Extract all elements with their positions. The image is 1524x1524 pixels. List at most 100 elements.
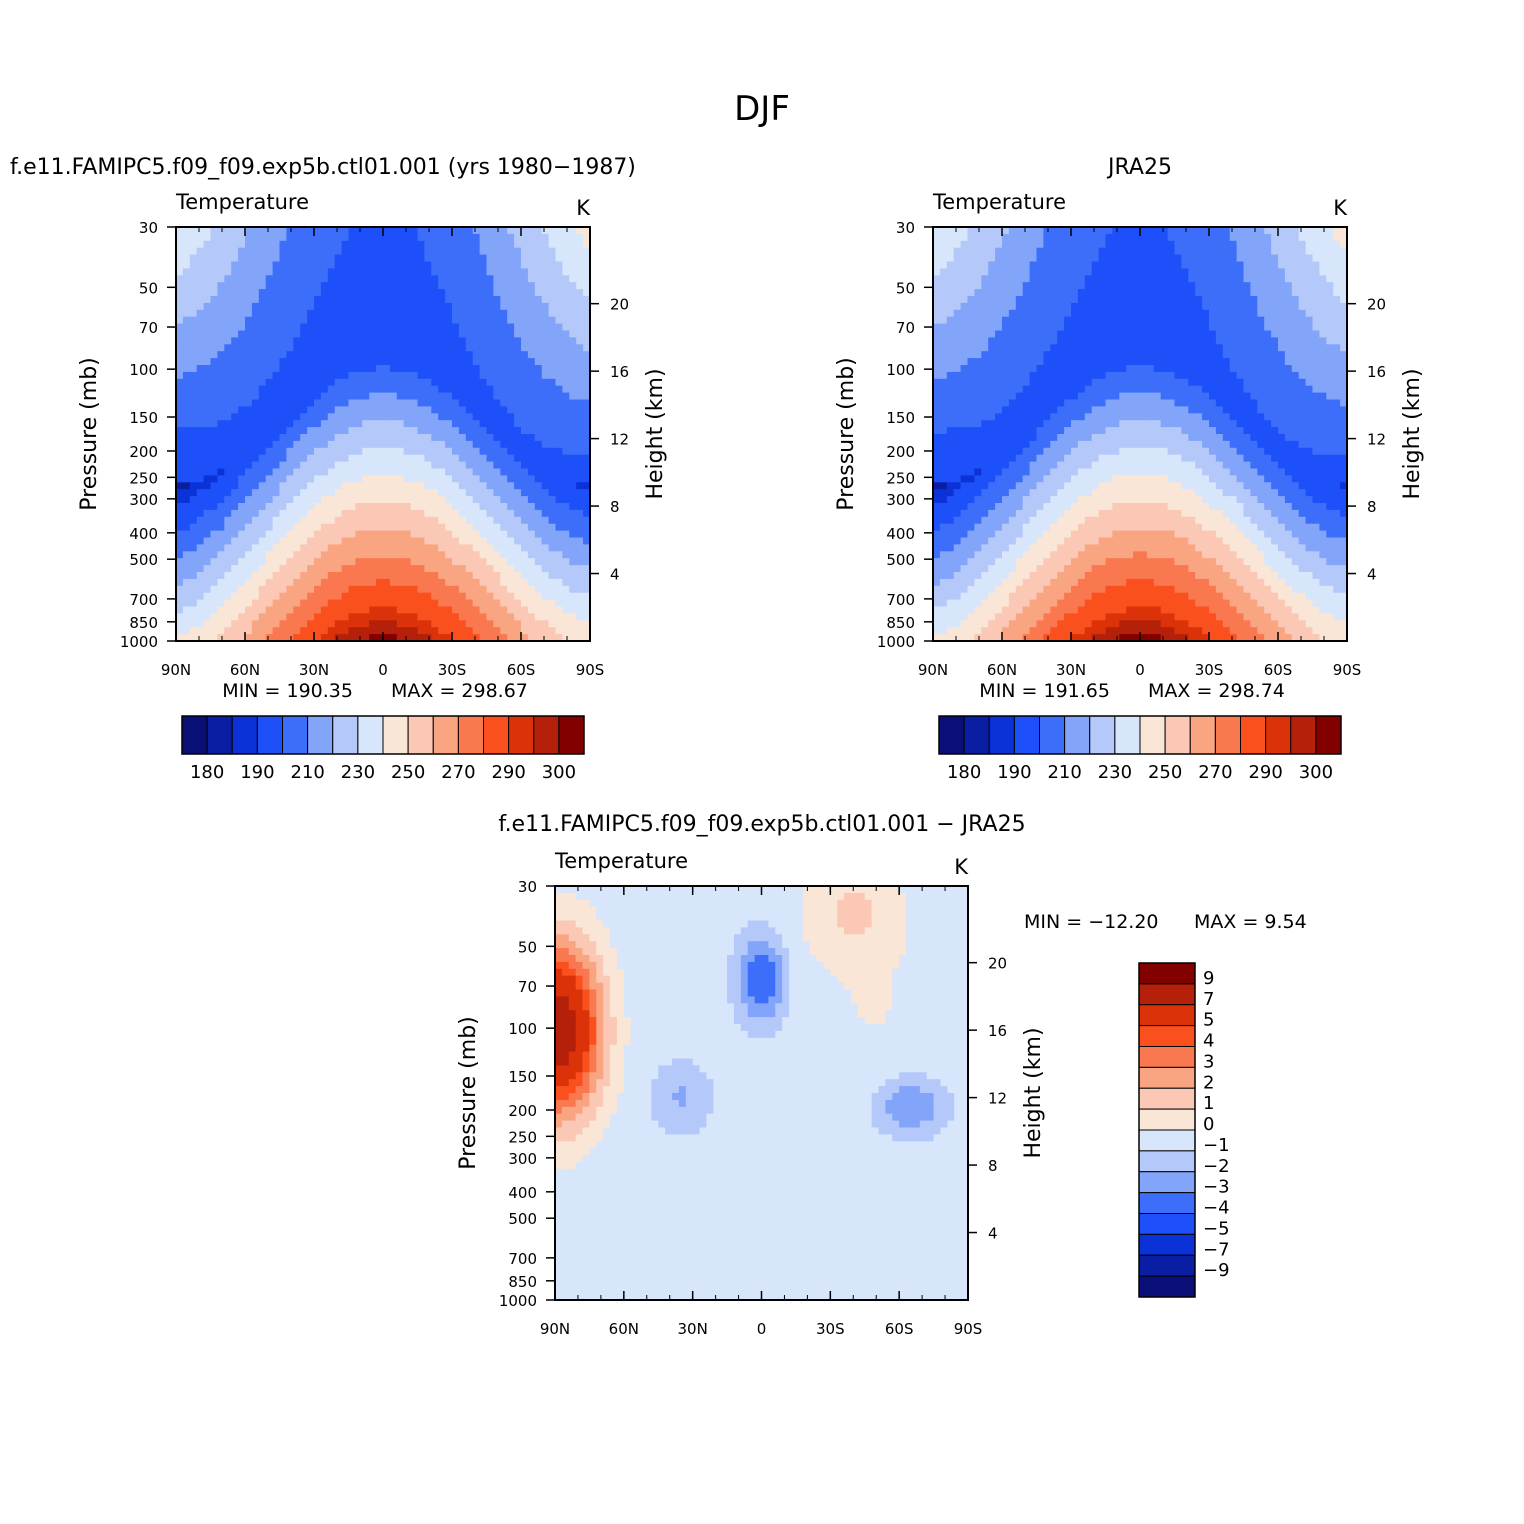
field-cell — [314, 489, 322, 497]
field-cell — [182, 309, 191, 318]
field-cell — [224, 592, 232, 601]
field-cell — [1209, 344, 1217, 352]
field-cell — [176, 585, 184, 594]
field-cell — [431, 330, 439, 338]
field-cell — [348, 482, 356, 490]
field-cell — [293, 268, 301, 276]
field-cell — [334, 544, 343, 552]
field-cell — [424, 516, 432, 525]
field-cell — [534, 613, 543, 621]
field-cell — [479, 613, 488, 621]
field-cell — [210, 392, 218, 401]
field-cell — [1015, 344, 1024, 352]
field-cell — [1284, 282, 1293, 290]
field-cell — [465, 233, 474, 242]
field-cell — [348, 282, 356, 290]
field-cell — [458, 530, 467, 539]
field-cell — [1243, 365, 1251, 373]
field-cell — [1243, 275, 1251, 283]
field-cell — [286, 378, 294, 387]
field-cell — [1050, 323, 1058, 332]
field-cell — [314, 599, 322, 608]
field-cell — [1126, 296, 1134, 304]
field-cell — [527, 337, 536, 345]
field-cell — [410, 558, 419, 566]
field-cell — [314, 351, 322, 359]
field-cell — [534, 365, 543, 373]
field-cell — [1091, 282, 1100, 290]
field-cell — [300, 468, 308, 476]
field-cell — [967, 337, 975, 345]
field-cell — [348, 392, 356, 401]
field-cell — [1022, 254, 1031, 263]
field-cell — [452, 606, 460, 614]
field-cell — [486, 530, 494, 539]
field-cell — [417, 309, 425, 318]
field-cell — [1333, 344, 1341, 352]
field-cell — [217, 385, 225, 394]
field-cell — [569, 289, 577, 297]
field-cell — [452, 316, 460, 325]
field-cell — [465, 578, 474, 587]
field-cell — [974, 365, 982, 373]
field-cell — [541, 289, 550, 297]
field-cell — [555, 447, 563, 456]
field-cell — [507, 468, 515, 476]
field-cell — [527, 489, 536, 497]
field-cell — [314, 516, 322, 525]
field-cell — [307, 544, 315, 552]
field-cell — [1140, 351, 1148, 359]
field-cell — [389, 344, 398, 352]
field-cell — [1271, 254, 1279, 263]
field-cell — [224, 516, 232, 525]
field-cell — [224, 461, 232, 470]
field-cell — [293, 240, 301, 249]
field-cell — [1305, 302, 1314, 311]
field-cell — [472, 565, 481, 573]
field-cell — [396, 302, 405, 311]
field-cell — [376, 275, 384, 283]
field-cell — [431, 309, 439, 318]
field-cell — [417, 468, 425, 476]
field-cell — [486, 551, 494, 559]
field-cell — [521, 489, 529, 497]
field-cell — [376, 240, 384, 249]
field-cell — [493, 544, 501, 552]
field-cell — [1202, 268, 1210, 276]
field-cell — [348, 427, 356, 435]
field-cell — [479, 565, 488, 573]
field-cell — [251, 371, 260, 380]
field-cell — [514, 365, 522, 373]
field-cell — [1043, 302, 1051, 311]
field-cell — [348, 302, 356, 311]
field-cell — [1250, 309, 1258, 318]
field-cell — [562, 496, 570, 504]
colorbar-box — [282, 715, 309, 755]
field-cell — [1174, 358, 1182, 366]
field-cell — [1133, 351, 1141, 359]
field-cell — [286, 385, 294, 394]
field-cell — [279, 578, 287, 587]
field-cell — [403, 613, 412, 621]
field-cell — [258, 447, 267, 456]
field-cell — [1326, 337, 1334, 345]
field-cell — [500, 620, 508, 628]
field-cell — [1326, 268, 1334, 276]
field-cell — [341, 558, 350, 566]
field-cell — [1015, 247, 1024, 256]
field-cell — [438, 309, 446, 318]
field-cell — [465, 620, 474, 628]
field-cell — [445, 261, 453, 269]
field-cell — [1098, 240, 1107, 249]
field-cell — [362, 240, 370, 249]
field-cell — [445, 627, 453, 635]
field-cell — [334, 413, 343, 421]
field-cell — [1284, 337, 1293, 345]
field-cell — [203, 358, 212, 366]
field-cell — [1319, 247, 1327, 256]
field-cell — [458, 558, 467, 566]
field-cell — [341, 351, 350, 359]
field-cell — [1002, 296, 1010, 304]
field-cell — [1167, 268, 1176, 276]
field-cell — [307, 585, 315, 594]
